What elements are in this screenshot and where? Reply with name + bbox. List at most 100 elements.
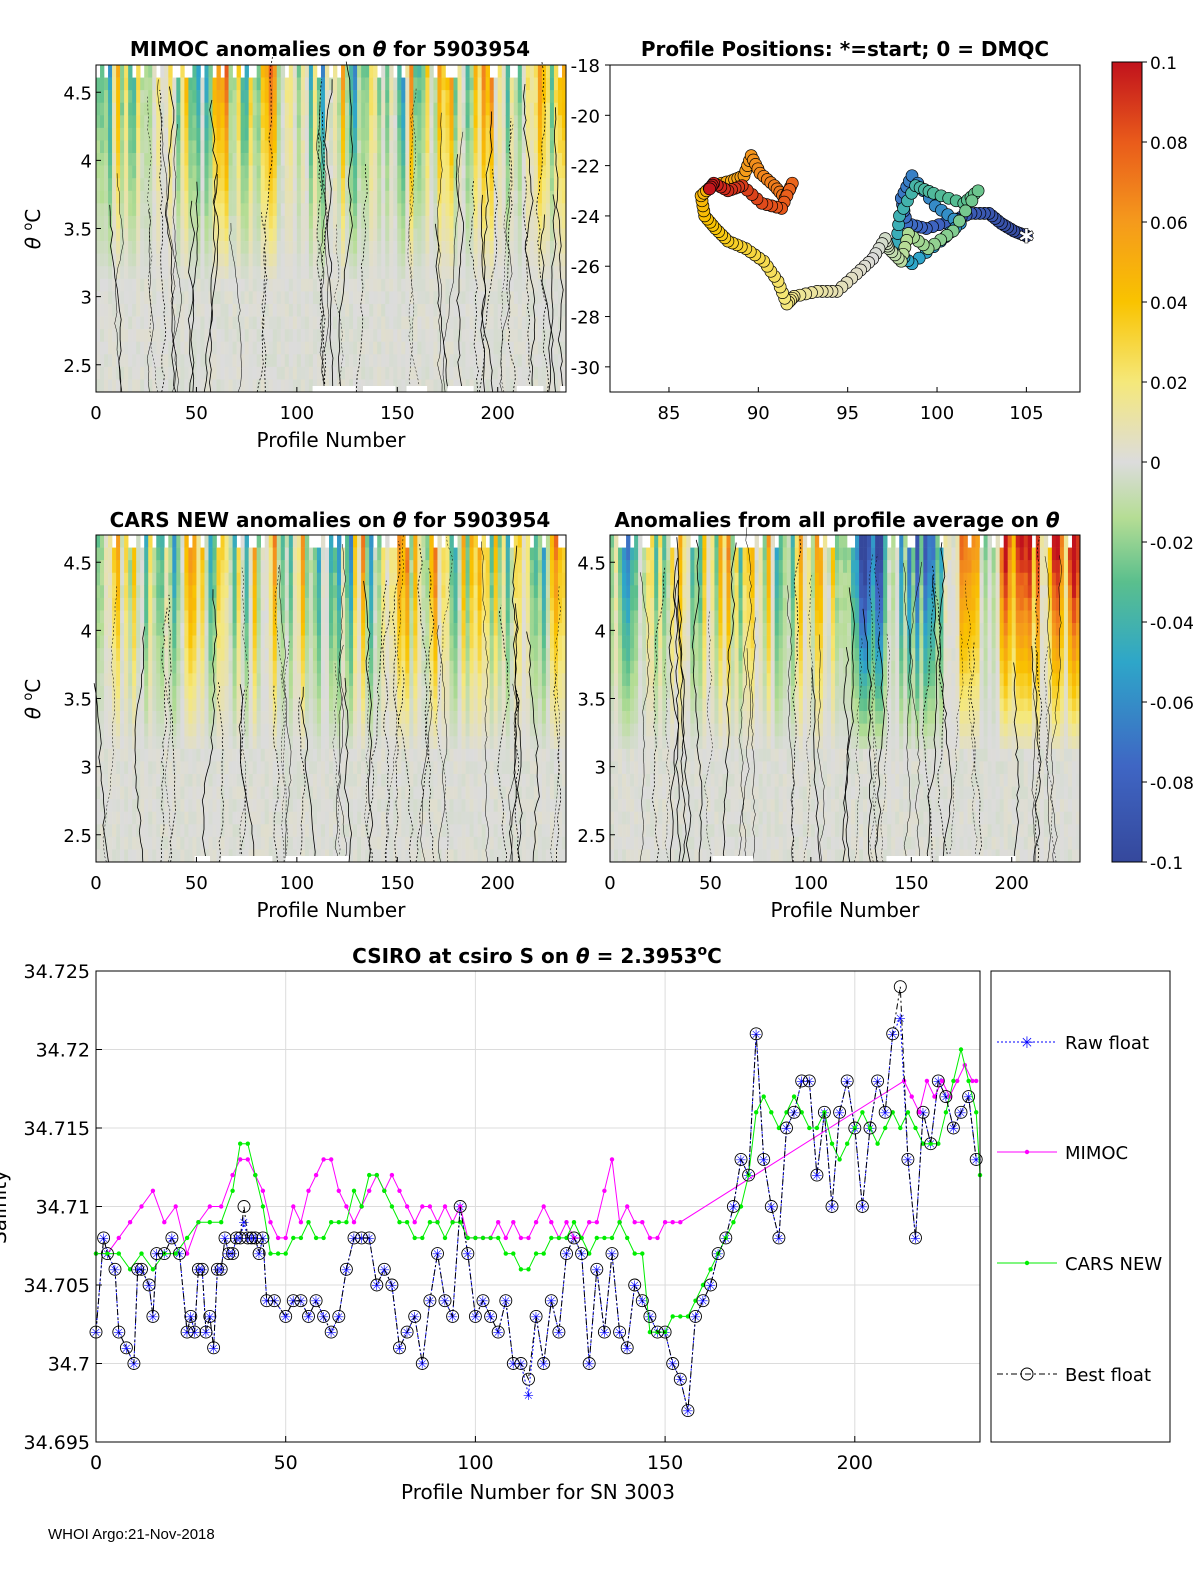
heatmap-cell [421,90,426,104]
heatmap-cell [473,366,478,380]
heatmap-cell [144,140,149,154]
heatmap-cell [337,786,342,800]
heatmap-cell [96,203,101,217]
heatmap-cell [188,278,193,292]
heatmap-cell [228,811,233,825]
heatmap-cell [148,723,153,737]
heatmap-cell [184,278,189,292]
heatmap-cell [296,65,302,78]
heatmap-cell [136,228,141,242]
heatmap-cell [168,291,173,305]
heatmap-cell [328,849,334,863]
heatmap-cell [389,115,394,129]
heatmap-cell [341,90,346,104]
heatmap-cell [216,215,221,229]
heatmap-cell [300,723,306,737]
heatmap-cell [413,266,418,280]
heatmap-cell [389,203,394,217]
heatmap-cell [184,228,189,242]
heatmap-cell [449,178,454,192]
heatmap-cell [345,316,350,330]
heatmap-cell [537,341,543,355]
heatmap-cell [296,77,302,91]
heatmap-cell [132,711,137,724]
heatmap-cell [417,203,422,217]
heatmap-cell [96,849,101,863]
heatmap-cell [124,535,129,548]
heatmap-cell [473,203,478,217]
heatmap-cell [357,366,362,380]
heatmap-cell [232,786,237,800]
heatmap-cell [244,127,249,141]
heatmap-cell [389,127,394,141]
heatmap-cell [208,849,213,863]
heatmap-cell [541,366,547,380]
heatmap-cell [256,547,261,561]
heatmap-cell [557,165,563,179]
heatmap-cell [453,102,458,116]
heatmap-cell [184,836,189,850]
heatmap-cell [549,178,555,192]
heatmap-cell [316,660,322,674]
heatmap-cell [529,65,535,78]
heatmap-cell [481,215,486,229]
heatmap-cell [377,165,382,179]
heatmap-cell [168,623,173,636]
heatmap-cell [545,316,551,330]
heatmap-cell [172,836,177,850]
heatmap-cell [176,228,181,242]
heatmap-cell [96,799,101,812]
heatmap-cell [172,329,177,342]
heatmap-cell [224,849,229,863]
heatmap-cell [353,165,358,179]
heatmap-cell [132,228,137,242]
heatmap-cell [212,379,217,393]
heatmap-cell [244,597,249,611]
heatmap-cell [200,165,205,179]
heatmap-cell [240,241,245,254]
heatmap-cell [120,635,125,649]
heatmap-cell [533,190,539,204]
heatmap-cell [164,560,169,574]
heatmap-cell [469,341,474,355]
heatmap-cell [276,836,282,850]
heatmap-cell [393,228,398,242]
heatmap-cell [409,215,414,229]
heatmap-cell [212,316,217,330]
heatmap-cell [216,836,221,850]
heatmap-cell [184,723,189,737]
heatmap-cell [264,560,270,574]
heatmap-cell [312,228,318,242]
heatmap-cell [377,316,382,330]
heatmap-cell [108,748,113,762]
heatmap-cell [320,685,326,699]
heatmap-cell [268,153,274,166]
heatmap-cell [172,585,177,599]
heatmap-cell [312,165,318,179]
heatmap-cell [557,178,563,192]
heatmap-cell [409,140,414,154]
heatmap-cell [180,849,185,863]
heatmap-cell [224,711,229,724]
heatmap-cell [268,140,274,154]
heatmap-cell [497,316,503,330]
heatmap-cell [160,329,165,342]
heatmap-cell [316,127,322,141]
heatmap-cell [304,379,310,393]
heatmap-cell [445,178,450,192]
heatmap-cell [260,623,266,636]
heatmap-cell [208,736,213,750]
heatmap-cell [196,341,201,355]
heatmap-cell [312,585,318,599]
heatmap-cell [497,291,503,305]
heatmap-cell [304,585,310,599]
heatmap-cell [280,253,286,267]
heatmap-cell [172,165,177,179]
heatmap-cell [561,65,567,78]
heatmap-cell [192,698,197,712]
heatmap-cell [328,560,334,574]
heatmap-cell [557,140,563,154]
heatmap-cell [525,77,531,91]
heatmap-cell [333,379,338,393]
heatmap-cell [324,165,330,179]
